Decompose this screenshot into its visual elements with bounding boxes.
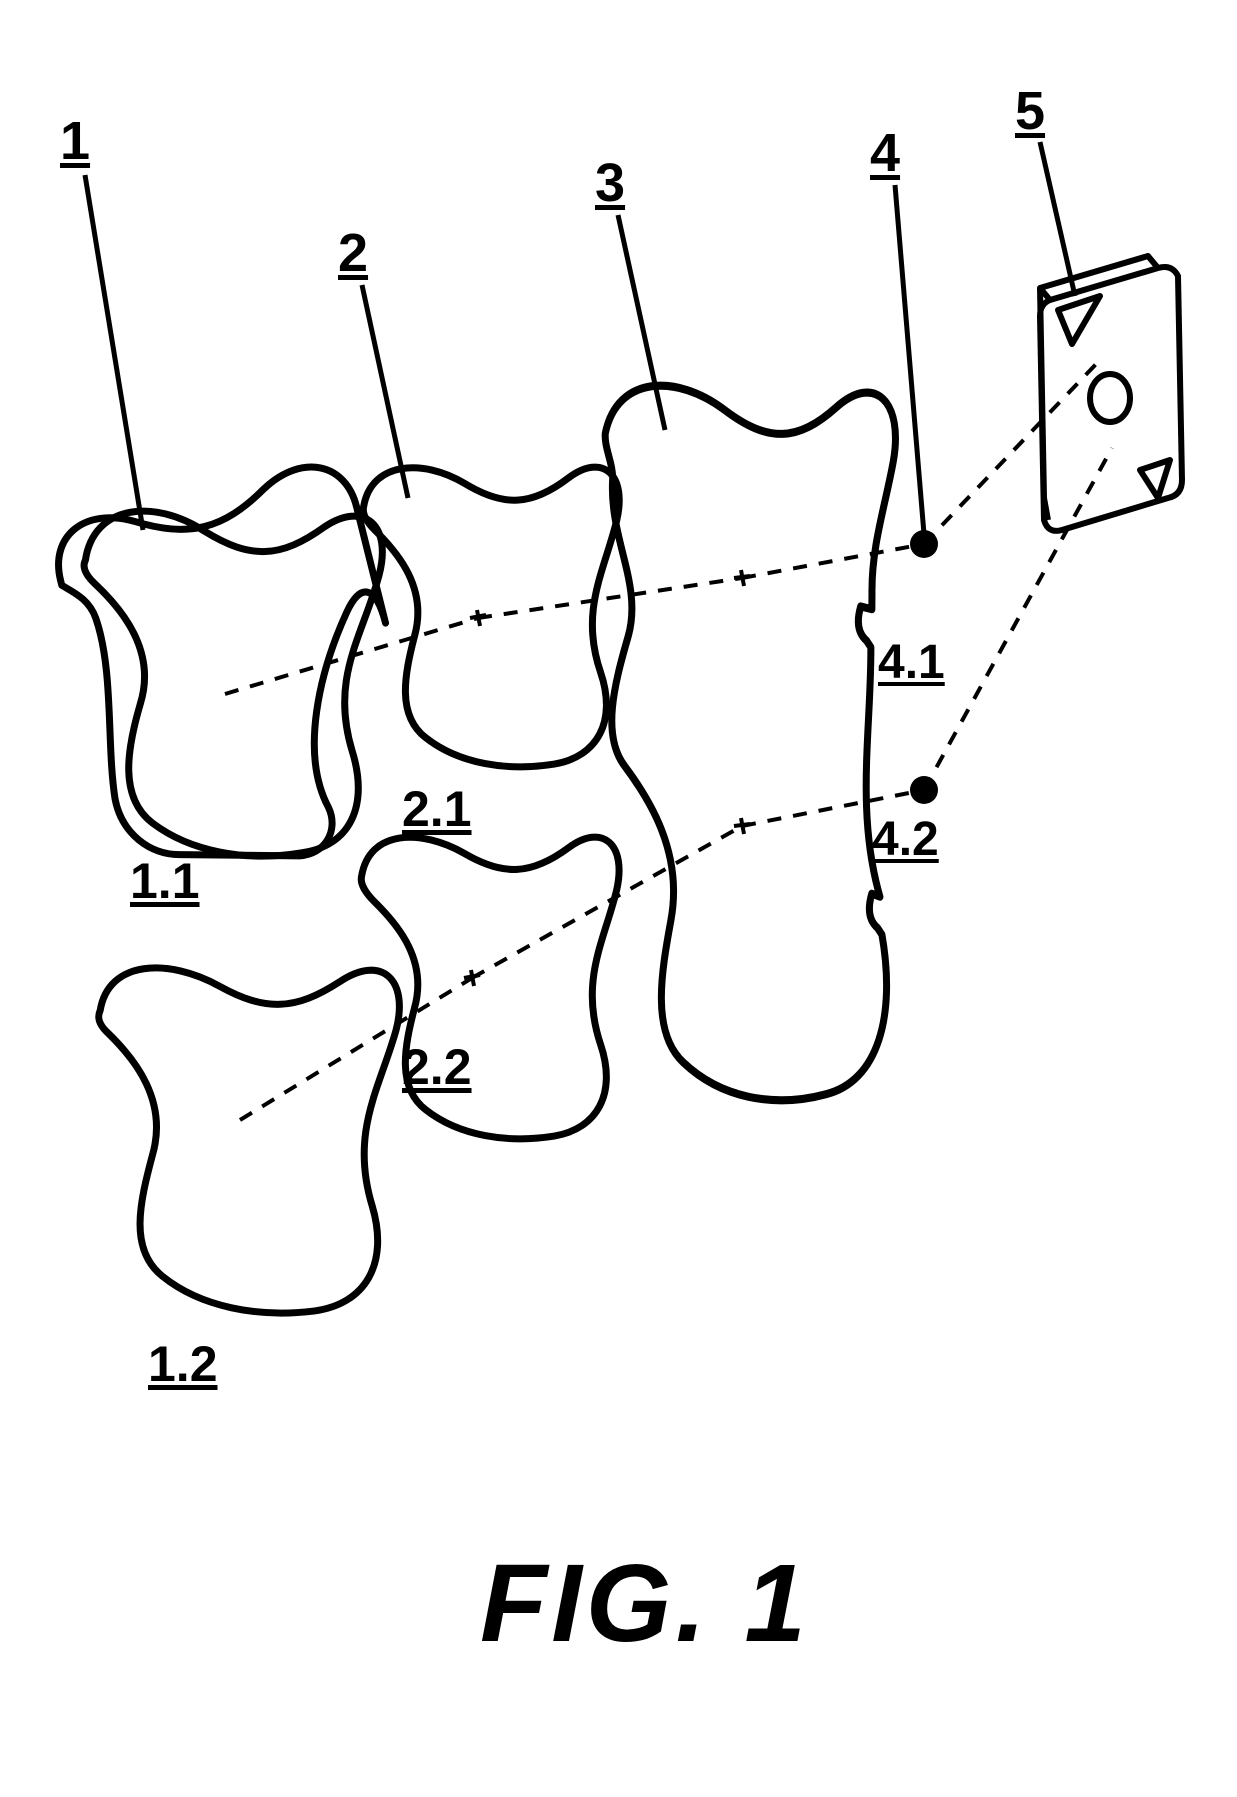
figure-title: FIG. 1 xyxy=(480,1540,810,1667)
leader-lines xyxy=(85,142,1075,534)
label-2-1: 2.1 xyxy=(402,780,472,838)
pads-group xyxy=(82,373,930,1319)
device-5 xyxy=(1040,256,1182,531)
label-1: 1 xyxy=(60,110,90,172)
label-3: 3 xyxy=(595,152,625,214)
label-4: 4 xyxy=(870,122,900,184)
label-5: 5 xyxy=(1015,80,1045,142)
label-2-2: 2.2 xyxy=(402,1038,472,1096)
label-4-1: 4.1 xyxy=(878,635,945,690)
label-2: 2 xyxy=(338,222,368,284)
label-1-2: 1.2 xyxy=(148,1335,218,1393)
label-4-2: 4.2 xyxy=(872,812,939,867)
center-lines xyxy=(225,360,1112,1120)
label-1-1: 1.1 xyxy=(130,852,200,910)
diagram-canvas: 1 1.1 1.2 2 2.1 2.2 3 4 4.1 4.2 5 FIG. 1 xyxy=(0,0,1237,1797)
